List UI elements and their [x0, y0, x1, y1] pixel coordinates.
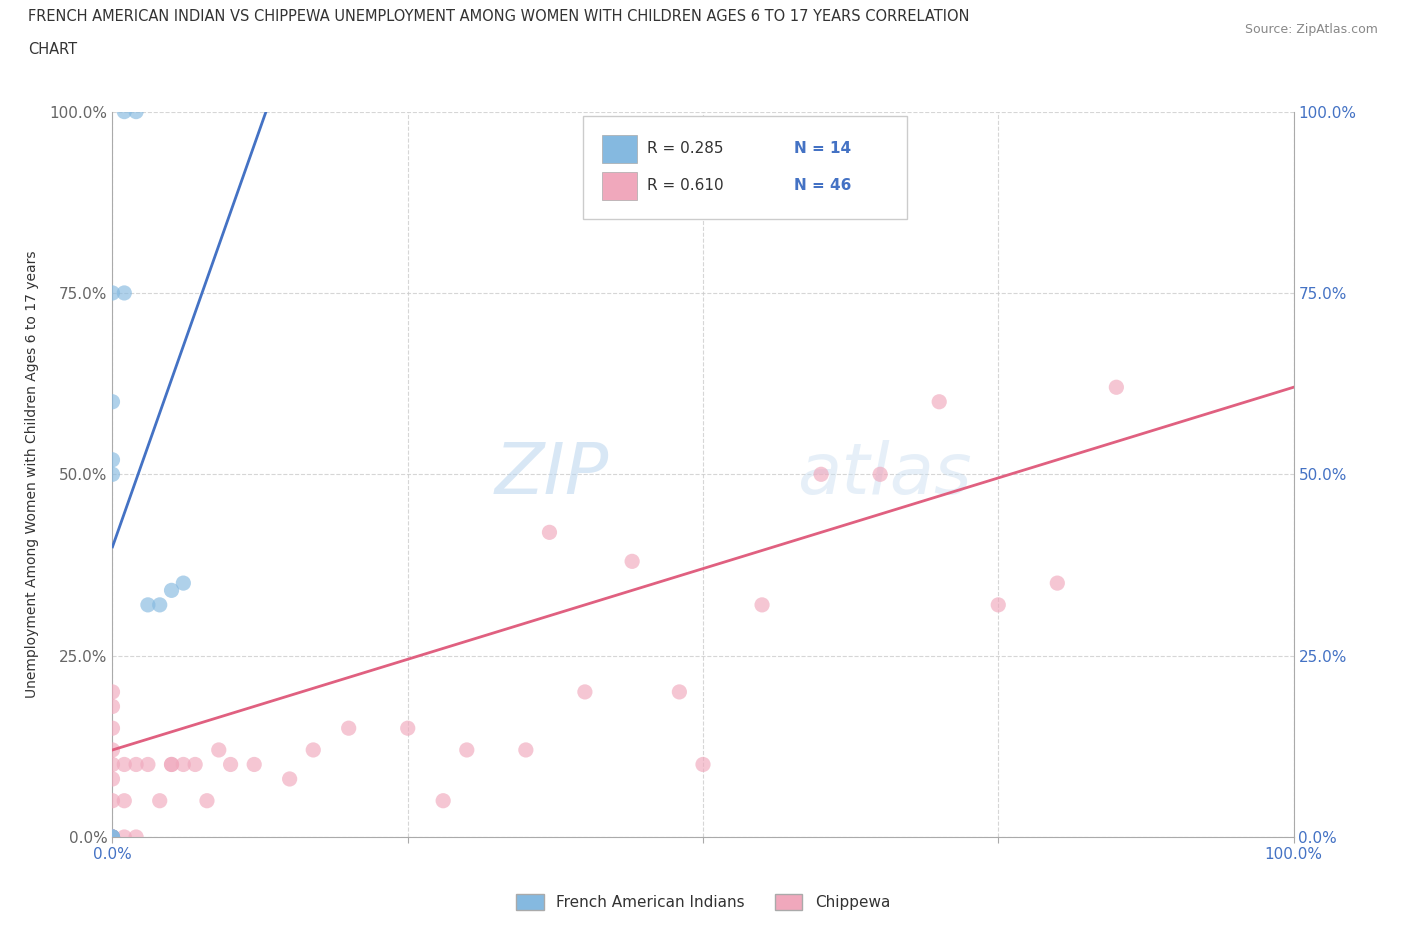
Text: CHART: CHART: [28, 42, 77, 57]
Point: [337, 721, 360, 736]
Point: [112, 830, 135, 844]
Text: R = 0.285: R = 0.285: [647, 141, 723, 156]
Point: [101, 452, 124, 467]
Point: [101, 286, 124, 300]
Point: [538, 525, 561, 539]
Point: [101, 742, 124, 757]
Point: [101, 830, 124, 844]
Point: [112, 793, 135, 808]
Point: [208, 742, 231, 757]
Point: [101, 830, 124, 844]
Text: Source: ZipAtlas.com: Source: ZipAtlas.com: [1244, 23, 1378, 36]
Point: [692, 757, 714, 772]
Point: [184, 757, 207, 772]
Text: ZIP: ZIP: [494, 440, 609, 509]
Point: [101, 793, 124, 808]
Point: [136, 597, 159, 612]
Point: [101, 830, 124, 844]
Text: N = 46: N = 46: [794, 179, 852, 193]
Point: [160, 757, 183, 772]
Point: [432, 793, 454, 808]
Point: [125, 757, 148, 772]
Point: [125, 830, 148, 844]
Point: [101, 699, 124, 714]
Text: atlas: atlas: [797, 440, 972, 509]
Point: [125, 104, 148, 119]
Point: [302, 742, 325, 757]
Point: [101, 830, 124, 844]
Point: [1105, 379, 1128, 394]
Point: [101, 830, 124, 844]
Point: [1046, 576, 1069, 591]
Point: [160, 583, 183, 598]
Point: [101, 684, 124, 699]
Point: [574, 684, 596, 699]
Point: [136, 757, 159, 772]
Point: [172, 757, 194, 772]
Point: [101, 757, 124, 772]
Point: [101, 772, 124, 787]
Point: [278, 772, 301, 787]
Point: [101, 467, 124, 482]
Text: R = 0.610: R = 0.610: [647, 179, 723, 193]
Point: [396, 721, 419, 736]
Legend: French American Indians, Chippewa: French American Indians, Chippewa: [510, 888, 896, 916]
Point: [195, 793, 218, 808]
Y-axis label: Unemployment Among Women with Children Ages 6 to 17 years: Unemployment Among Women with Children A…: [24, 250, 38, 698]
Point: [101, 830, 124, 844]
Point: [810, 467, 832, 482]
Point: [160, 757, 183, 772]
Text: N = 14: N = 14: [794, 141, 852, 156]
Point: [869, 467, 891, 482]
Point: [456, 742, 478, 757]
Point: [101, 830, 124, 844]
Point: [112, 757, 135, 772]
Point: [172, 576, 194, 591]
Point: [149, 793, 172, 808]
Point: [101, 721, 124, 736]
Point: [987, 597, 1010, 612]
Point: [928, 394, 950, 409]
Point: [112, 104, 135, 119]
Point: [101, 830, 124, 844]
Text: FRENCH AMERICAN INDIAN VS CHIPPEWA UNEMPLOYMENT AMONG WOMEN WITH CHILDREN AGES 6: FRENCH AMERICAN INDIAN VS CHIPPEWA UNEMP…: [28, 9, 970, 24]
Point: [219, 757, 242, 772]
Point: [751, 597, 773, 612]
Point: [101, 394, 124, 409]
Point: [243, 757, 266, 772]
Point: [668, 684, 690, 699]
Point: [149, 597, 172, 612]
Point: [112, 286, 135, 300]
Point: [515, 742, 537, 757]
Point: [621, 554, 644, 569]
